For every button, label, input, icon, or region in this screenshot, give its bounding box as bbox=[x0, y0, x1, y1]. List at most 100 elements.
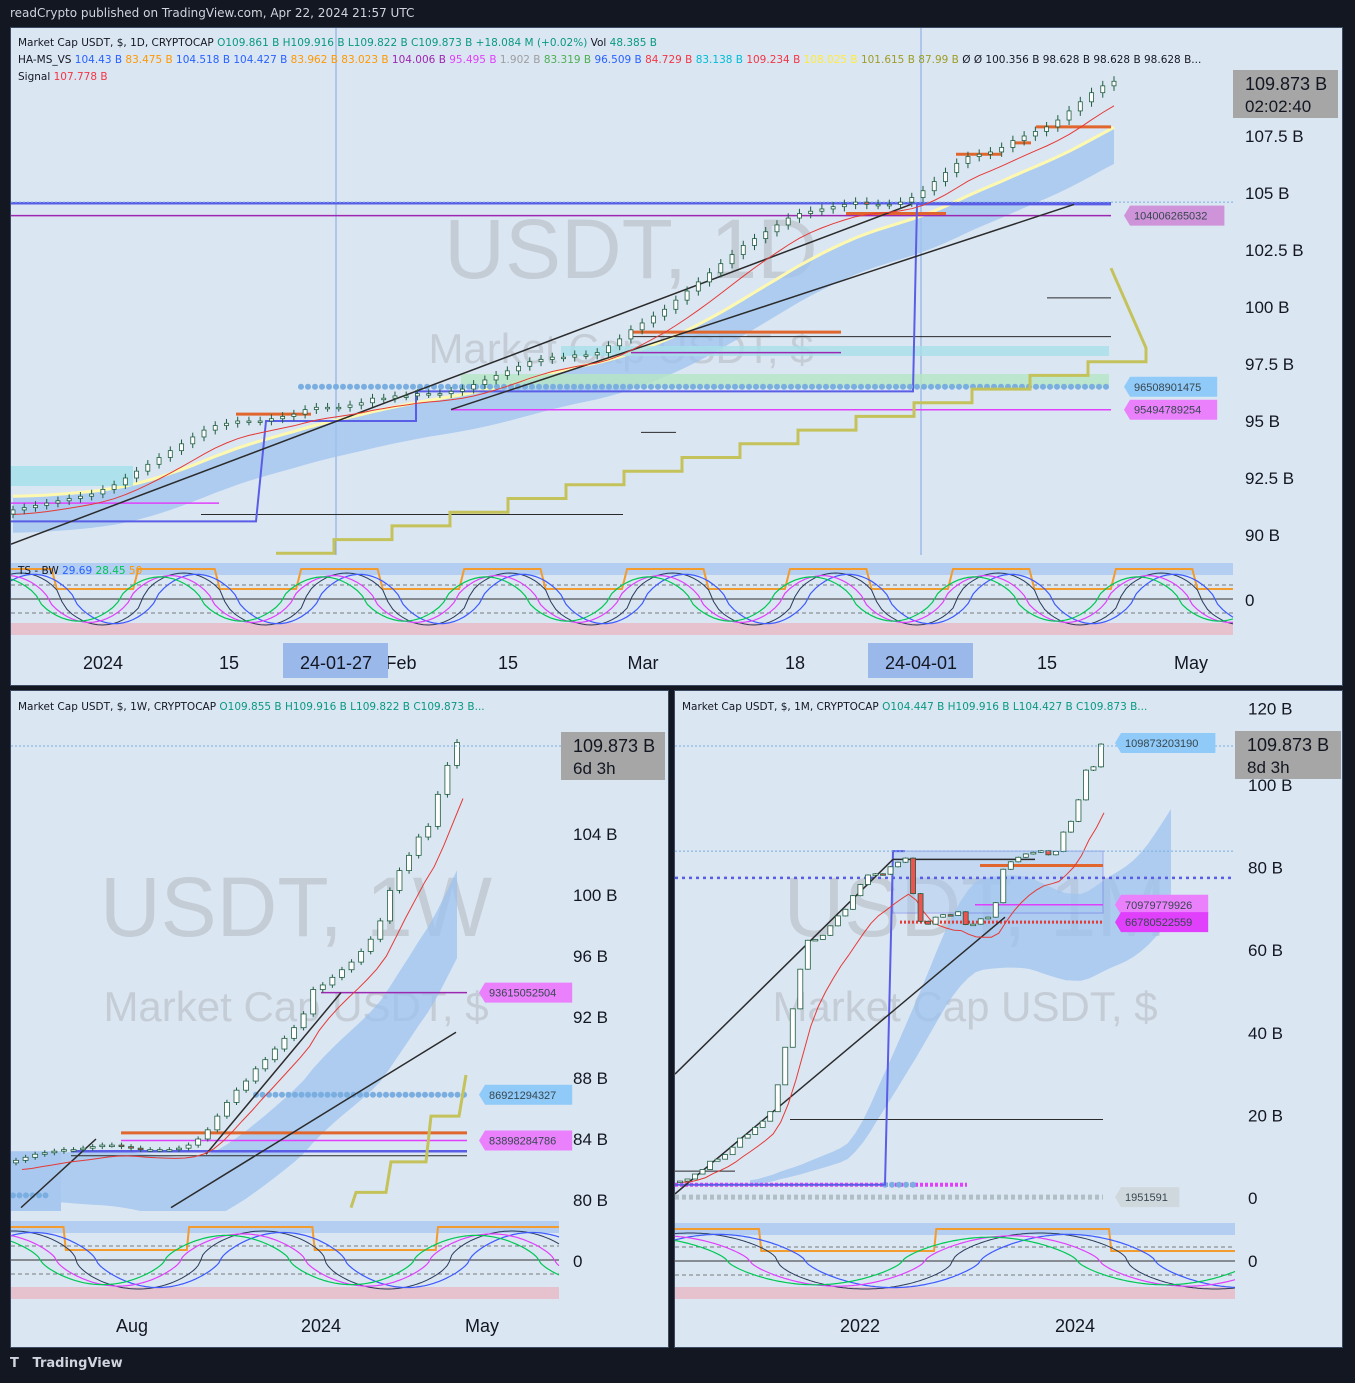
daily-support-dot bbox=[795, 383, 801, 390]
daily-candle bbox=[313, 406, 319, 411]
daily-support-dot bbox=[781, 383, 787, 390]
daily-support-dot bbox=[928, 383, 934, 390]
monthly-candle bbox=[827, 925, 834, 936]
weekly-candle bbox=[396, 870, 403, 891]
weekly-support-dot bbox=[272, 1091, 279, 1098]
daily-candle bbox=[111, 484, 117, 490]
daily-support-dot bbox=[767, 383, 773, 390]
daily-candle bbox=[1021, 135, 1027, 141]
daily-support-dot bbox=[340, 383, 346, 390]
daily-candle bbox=[325, 406, 330, 410]
daily-legend-line2-item: 104.427 B bbox=[230, 54, 287, 66]
weekly-osc-black-line bbox=[11, 1230, 560, 1290]
daily-support-dot bbox=[655, 383, 661, 390]
daily-support-dot bbox=[648, 383, 654, 390]
daily-osc-blue-line bbox=[11, 573, 1234, 625]
daily-candle bbox=[695, 281, 701, 292]
monthly-candle bbox=[699, 1169, 706, 1175]
daily-support-dot bbox=[1061, 383, 1067, 390]
daily-trend-band bbox=[13, 127, 1114, 533]
daily-support-dot bbox=[879, 383, 885, 390]
daily-legend-line3-item: 107.778 B bbox=[50, 71, 107, 83]
daily-candle bbox=[808, 210, 814, 214]
daily-osc-lower-zone bbox=[11, 623, 1233, 635]
daily-support-dot bbox=[760, 383, 766, 390]
daily-support-dot bbox=[1103, 383, 1109, 390]
monthly-osc-black-line bbox=[675, 1232, 1236, 1290]
daily-legend-line2: HA-MS_VS 104.43 B 83.475 B 104.518 B 104… bbox=[18, 54, 1201, 66]
daily-candle bbox=[504, 370, 510, 376]
daily-zone-box bbox=[11, 466, 133, 486]
daily-candle bbox=[516, 365, 521, 372]
daily-support-dot bbox=[690, 383, 696, 390]
weekly-price-badge-value: 109.873 B bbox=[573, 736, 655, 756]
daily-x-tick: 2024 bbox=[83, 653, 123, 673]
weekly-support-dot bbox=[318, 1091, 324, 1098]
monthly-watermark-name: Market Cap USDT, $ bbox=[772, 983, 1157, 1030]
daily-candle bbox=[1077, 101, 1083, 112]
daily-x-highlight: 24-01-27 bbox=[300, 653, 372, 673]
daily-candle bbox=[246, 420, 252, 423]
daily-legend-line1-item: C109.873 B bbox=[408, 37, 473, 49]
daily-support-dot bbox=[585, 383, 591, 390]
weekly-candle bbox=[80, 1147, 87, 1151]
daily-support-dot bbox=[389, 383, 395, 390]
daily-legend-line2-item: 100.356 B bbox=[982, 54, 1039, 66]
weekly-candle bbox=[348, 961, 355, 971]
daily-support-dot bbox=[529, 383, 535, 390]
weekly-support-dot bbox=[324, 1091, 331, 1098]
monthly-level-label: 70979779926 bbox=[1125, 900, 1192, 912]
daily-legend-line2-item: 104.006 B bbox=[389, 54, 446, 66]
monthly-candle bbox=[774, 1084, 781, 1113]
monthly-candle bbox=[992, 902, 999, 918]
weekly-candle bbox=[281, 1037, 288, 1050]
daily-support-dot bbox=[774, 383, 780, 390]
daily-support-dot bbox=[963, 383, 969, 390]
daily-legend-line2-item: 1.902 B bbox=[497, 54, 541, 66]
weekly-y-tick: 92 B bbox=[573, 1008, 608, 1027]
monthly-candle bbox=[804, 939, 811, 970]
weekly-level-label: 83898284786 bbox=[489, 1136, 556, 1148]
daily-candle bbox=[527, 361, 533, 367]
daily-support-dot bbox=[844, 383, 850, 390]
weekly-y-tick: 80 B bbox=[573, 1191, 608, 1210]
monthly-legend-line1-item: C109.873 B... bbox=[1073, 701, 1148, 713]
daily-support-dot bbox=[697, 383, 703, 390]
monthly-candle bbox=[797, 968, 804, 1010]
daily-y-tick: 102.5 B bbox=[1245, 241, 1304, 260]
monthly-legend-line1-item: Market Cap USDT, $, 1M, CRYPTOCAP bbox=[682, 701, 879, 713]
monthly-candle bbox=[677, 1180, 683, 1183]
weekly-candle bbox=[13, 1159, 19, 1164]
daily-candle bbox=[370, 397, 375, 404]
monthly-candle bbox=[819, 934, 826, 940]
daily-candle bbox=[617, 338, 623, 347]
daily-candle bbox=[1044, 126, 1049, 132]
daily-x-tick: 15 bbox=[498, 653, 518, 673]
monthly-candle bbox=[910, 857, 916, 895]
daily-y-tick: 105 B bbox=[1245, 184, 1289, 203]
weekly-candle bbox=[367, 938, 374, 952]
weekly-support-dot bbox=[331, 1091, 337, 1098]
daily-y-tick: 95 B bbox=[1245, 412, 1280, 431]
daily-candle bbox=[1055, 119, 1061, 128]
monthly-support-dot bbox=[903, 1181, 909, 1188]
weekly-osc-lower-zone bbox=[11, 1287, 559, 1299]
weekly-support-dot bbox=[389, 1091, 396, 1098]
daily-support-dot bbox=[662, 383, 668, 390]
tradingview-footer[interactable]: 𝗧 TradingView bbox=[10, 1356, 123, 1371]
weekly-support-dot bbox=[42, 1192, 49, 1199]
daily-support-dot bbox=[956, 383, 962, 390]
daily-candle bbox=[212, 425, 218, 431]
weekly-candle bbox=[156, 1149, 163, 1152]
weekly-candle bbox=[300, 1013, 307, 1029]
daily-legend-line2-item: Ø bbox=[959, 54, 971, 66]
monthly-y-tick: 60 B bbox=[1248, 941, 1283, 960]
daily-candle bbox=[55, 500, 61, 504]
daily-legend-line1: Market Cap USDT, $, 1D, CRYPTOCAP O109.8… bbox=[18, 37, 657, 49]
